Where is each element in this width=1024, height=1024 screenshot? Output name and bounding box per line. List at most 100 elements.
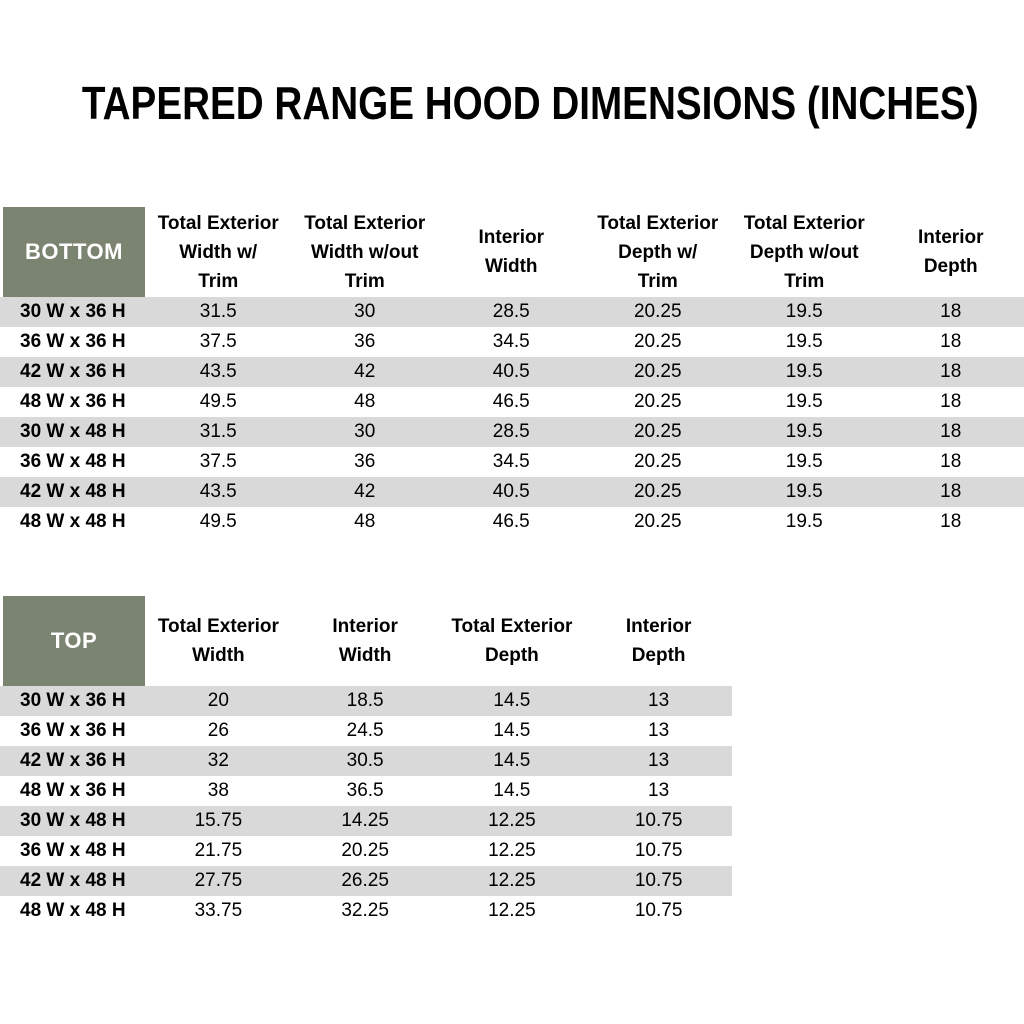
bottom-row-label-1: 36 W x 36 H <box>20 331 126 352</box>
bottom-cell-5-4: 19.5 <box>785 451 823 472</box>
bottom-cell-4-2: 28.5 <box>492 421 530 442</box>
top-cell-3-1: 36.5 <box>346 780 384 801</box>
bottom-cell-0-4: 19.5 <box>785 301 823 322</box>
bottom-cell-3-3: 20.25 <box>633 391 682 412</box>
bottom-row-label-5: 36 W x 48 H <box>20 451 126 472</box>
bottom-table-body: 30 W x 36 H 31.5 30 28.5 20.25 19.5 18 36 W x 3… <box>0 297 1024 537</box>
top-table-corner-label: TOP <box>3 596 145 686</box>
top-column-header-0: Total Exterior Width <box>157 616 279 666</box>
top-cell-6-0: 27.75 <box>194 870 243 891</box>
bottom-table-row-6: 42 W x 48 H 43.5 42 40.5 20.25 19.5 18 <box>0 477 1024 507</box>
top-cell-1-3: 13 <box>648 720 670 741</box>
top-cell-1-1: 24.5 <box>346 720 384 741</box>
bottom-column-header-2: Interior Width <box>478 227 544 277</box>
top-cell-6-2: 12.25 <box>488 870 536 891</box>
top-table-header-row: TOP Total Exterior Width Interior Width To… <box>0 596 732 686</box>
bottom-cell-0-2: 28.5 <box>492 301 530 322</box>
bottom-cell-6-2: 40.5 <box>492 481 530 502</box>
bottom-cell-7-0: 49.5 <box>199 511 237 532</box>
bottom-cell-5-2: 34.5 <box>492 451 530 472</box>
top-cell-0-0: 20 <box>207 690 229 711</box>
bottom-table-row-1: 36 W x 36 H 37.5 36 34.5 20.25 19.5 18 <box>0 327 1024 357</box>
bottom-cell-2-5: 18 <box>940 361 962 382</box>
bottom-cell-7-3: 20.25 <box>633 511 682 532</box>
top-cell-5-2: 12.25 <box>488 840 536 861</box>
top-row-label-1: 36 W x 36 H <box>20 720 126 741</box>
bottom-cell-3-4: 19.5 <box>785 391 823 412</box>
top-column-header-1: Interior Width <box>332 616 398 666</box>
bottom-cell-5-1: 36 <box>354 451 376 472</box>
top-cell-2-2: 14.5 <box>493 750 531 771</box>
bottom-cell-4-5: 18 <box>940 421 962 442</box>
bottom-cell-0-3: 20.25 <box>633 301 682 322</box>
bottom-cell-1-3: 20.25 <box>633 331 682 352</box>
bottom-table-row-2: 42 W x 36 H 43.5 42 40.5 20.25 19.5 18 <box>0 357 1024 387</box>
top-cell-7-0: 33.75 <box>194 900 243 921</box>
bottom-dimensions-table: BOTTOM Total Exterior Width w/ Trim Total… <box>0 207 1024 537</box>
bottom-cell-6-0: 43.5 <box>199 481 237 502</box>
top-table-row-7: 48 W x 48 H 33.75 32.25 12.25 10.75 <box>0 896 732 926</box>
top-cell-3-0: 38 <box>207 780 229 801</box>
top-cell-5-0: 21.75 <box>194 840 243 861</box>
bottom-cell-3-2: 46.5 <box>492 391 530 412</box>
bottom-cell-7-1: 48 <box>354 511 376 532</box>
bottom-cell-6-4: 19.5 <box>785 481 823 502</box>
bottom-row-label-0: 30 W x 36 H <box>20 301 126 322</box>
bottom-cell-2-2: 40.5 <box>492 361 530 382</box>
bottom-table-row-7: 48 W x 48 H 49.5 48 46.5 20.25 19.5 18 <box>0 507 1024 537</box>
top-cell-7-3: 10.75 <box>634 900 683 921</box>
bottom-cell-1-5: 18 <box>940 331 962 352</box>
top-row-label-3: 48 W x 36 H <box>20 780 126 801</box>
top-cell-7-1: 32.25 <box>341 900 389 921</box>
top-table-row-0: 30 W x 36 H 20 18.5 14.5 13 <box>0 686 732 716</box>
top-cell-6-1: 26.25 <box>341 870 389 891</box>
bottom-cell-2-0: 43.5 <box>199 361 237 382</box>
top-cell-4-2: 12.25 <box>488 810 536 831</box>
top-cell-4-0: 15.75 <box>194 810 243 831</box>
bottom-table-row-0: 30 W x 36 H 31.5 30 28.5 20.25 19.5 18 <box>0 297 1024 327</box>
bottom-column-header-3: Total Exterior Depth w/ Trim <box>597 212 719 292</box>
bottom-cell-7-4: 19.5 <box>785 511 823 532</box>
top-cell-4-1: 14.25 <box>341 810 389 831</box>
bottom-table-corner-label: BOTTOM <box>3 207 145 297</box>
top-column-header-2: Total Exterior Depth <box>451 616 573 666</box>
bottom-cell-0-5: 18 <box>940 301 962 322</box>
top-cell-6-3: 10.75 <box>634 870 683 891</box>
page-title: TAPERED RANGE HOOD DIMENSIONS (INCHES) <box>81 77 979 129</box>
bottom-cell-7-5: 18 <box>940 511 962 532</box>
bottom-cell-1-0: 37.5 <box>199 331 237 352</box>
bottom-cell-5-5: 18 <box>940 451 962 472</box>
top-cell-2-3: 13 <box>648 750 670 771</box>
bottom-cell-2-1: 42 <box>354 361 376 382</box>
top-cell-0-1: 18.5 <box>346 690 384 711</box>
bottom-cell-3-5: 18 <box>940 391 962 412</box>
bottom-column-header-5: Interior Depth <box>918 227 984 277</box>
bottom-cell-4-3: 20.25 <box>633 421 682 442</box>
bottom-cell-3-1: 48 <box>354 391 376 412</box>
bottom-cell-6-5: 18 <box>940 481 962 502</box>
top-cell-2-0: 32 <box>207 750 229 771</box>
bottom-cell-2-4: 19.5 <box>785 361 823 382</box>
bottom-row-label-2: 42 W x 36 H <box>20 361 126 382</box>
top-row-label-4: 30 W x 48 H <box>20 810 126 831</box>
top-column-header-3: Interior Depth <box>625 616 692 666</box>
bottom-column-header-1: Total Exterior Width w/out Trim <box>304 212 426 292</box>
bottom-row-label-3: 48 W x 36 H <box>20 391 126 412</box>
top-row-label-0: 30 W x 36 H <box>20 690 126 711</box>
top-table-row-3: 48 W x 36 H 38 36.5 14.5 13 <box>0 776 732 806</box>
bottom-table-row-5: 36 W x 48 H 37.5 36 34.5 20.25 19.5 18 <box>0 447 1024 477</box>
top-row-label-2: 42 W x 36 H <box>20 750 126 771</box>
top-table-row-1: 36 W x 36 H 26 24.5 14.5 13 <box>0 716 732 746</box>
top-cell-1-2: 14.5 <box>493 720 531 741</box>
bottom-cell-2-3: 20.25 <box>633 361 682 382</box>
top-cell-5-3: 10.75 <box>634 840 683 861</box>
bottom-table-header-row: BOTTOM Total Exterior Width w/ Trim Total… <box>0 207 1024 297</box>
top-cell-0-2: 14.5 <box>493 690 531 711</box>
bottom-cell-0-1: 30 <box>354 301 376 322</box>
bottom-row-label-4: 30 W x 48 H <box>20 421 126 442</box>
top-row-label-7: 48 W x 48 H <box>20 900 126 921</box>
bottom-cell-3-0: 49.5 <box>199 391 237 412</box>
bottom-row-label-7: 48 W x 48 H <box>20 511 126 532</box>
bottom-cell-4-4: 19.5 <box>785 421 823 442</box>
bottom-column-header-4: Total Exterior Depth w/out Trim <box>743 212 865 292</box>
